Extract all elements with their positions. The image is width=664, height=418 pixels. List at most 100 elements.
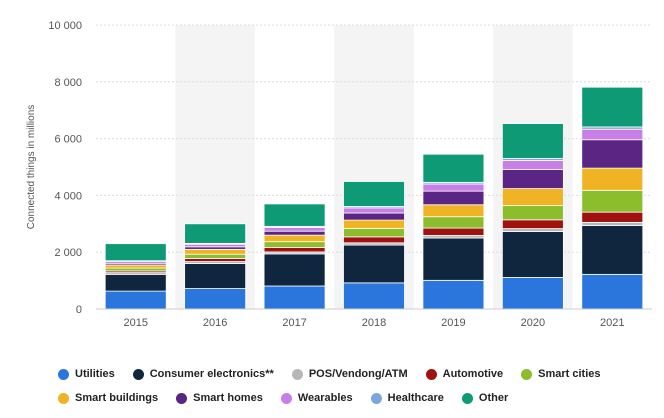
bar-segment[interactable] bbox=[184, 253, 247, 259]
y-tick-label: 0 bbox=[76, 304, 82, 316]
bar-segment[interactable] bbox=[343, 236, 405, 244]
bar-segment[interactable] bbox=[343, 181, 405, 207]
bar-segment[interactable] bbox=[184, 288, 247, 310]
bar-segment[interactable] bbox=[422, 183, 485, 192]
legend-item[interactable]: Utilities bbox=[58, 368, 115, 380]
legend-item[interactable]: Smart buildings bbox=[58, 392, 158, 404]
bar-segment[interactable] bbox=[263, 230, 326, 236]
bar-segment[interactable] bbox=[581, 189, 644, 213]
bar-segment[interactable] bbox=[422, 204, 485, 218]
legend-swatch-icon bbox=[461, 392, 473, 404]
bar-segment[interactable] bbox=[501, 228, 564, 232]
bar-segment[interactable] bbox=[104, 273, 167, 292]
bar-segment[interactable] bbox=[104, 264, 167, 269]
y-tick-label: 8 000 bbox=[54, 77, 82, 89]
legend-swatch-icon bbox=[521, 368, 533, 380]
legend-label: Utilities bbox=[75, 368, 115, 380]
legend-row: Smart buildings Smart homes Wearables Healt… bbox=[58, 386, 648, 410]
bar-segment[interactable] bbox=[581, 225, 644, 275]
legend-item[interactable]: Smart homes bbox=[176, 392, 263, 404]
bar-segment[interactable] bbox=[263, 234, 326, 243]
legend-item[interactable]: Smart cities bbox=[521, 368, 601, 380]
x-tick-label: 2016 bbox=[203, 317, 227, 329]
bar-segment[interactable] bbox=[343, 244, 405, 284]
bar-segment[interactable] bbox=[104, 243, 167, 262]
bar-segment[interactable] bbox=[501, 231, 564, 278]
legend-item[interactable]: Consumer electronics** bbox=[132, 368, 274, 380]
bar-segment[interactable] bbox=[343, 282, 405, 310]
bar-segment[interactable] bbox=[422, 190, 485, 206]
bar-segment[interactable] bbox=[263, 246, 326, 253]
bar-segment[interactable] bbox=[263, 241, 326, 248]
bar-segment[interactable] bbox=[263, 203, 326, 227]
y-tick-label: 2 000 bbox=[54, 247, 82, 259]
bar-segment[interactable] bbox=[184, 248, 247, 255]
legend-swatch-icon bbox=[370, 392, 382, 404]
legend-label: Smart homes bbox=[193, 392, 263, 404]
x-tick-label: 2018 bbox=[362, 317, 386, 329]
legend-label: Consumer electronics** bbox=[149, 368, 274, 380]
legend-swatch-icon bbox=[132, 368, 144, 380]
bar-segment[interactable] bbox=[501, 123, 564, 159]
y-axis-title: Connected things in millions bbox=[26, 105, 37, 230]
legend-item[interactable]: Automotive bbox=[425, 368, 504, 380]
bar-segment[interactable] bbox=[184, 223, 247, 244]
legend-swatch-icon bbox=[176, 392, 188, 404]
x-tick-label: 2021 bbox=[600, 317, 624, 329]
legend-swatch-icon bbox=[291, 368, 303, 380]
legend-item[interactable]: Wearables bbox=[280, 392, 353, 404]
legend-item[interactable]: Healthcare bbox=[370, 392, 444, 404]
bar-segment[interactable] bbox=[263, 253, 326, 287]
bar-segment[interactable] bbox=[343, 212, 405, 221]
y-tick-label: 4 000 bbox=[54, 190, 82, 202]
bar-segment[interactable] bbox=[581, 86, 644, 128]
bar-segment[interactable] bbox=[422, 216, 485, 229]
x-tick-label: 2015 bbox=[123, 317, 147, 329]
bar-segment[interactable] bbox=[581, 221, 644, 226]
x-tick-label: 2020 bbox=[521, 317, 545, 329]
bars bbox=[104, 86, 644, 310]
legend-label: Healthcare bbox=[387, 392, 444, 404]
bar-segment[interactable] bbox=[501, 277, 564, 310]
bar-segment[interactable] bbox=[422, 279, 485, 310]
legend-label: Smart buildings bbox=[75, 392, 159, 404]
bar-segment[interactable] bbox=[422, 237, 485, 281]
legend-item[interactable]: Other bbox=[461, 392, 509, 404]
bar-segment[interactable] bbox=[104, 267, 167, 272]
bar-segment[interactable] bbox=[343, 219, 405, 229]
bar-segment[interactable] bbox=[501, 188, 564, 207]
bar-segment[interactable] bbox=[184, 263, 247, 289]
bar-segment[interactable] bbox=[501, 160, 564, 170]
bar-segment[interactable] bbox=[581, 211, 644, 223]
legend: Utilities Consumer electronics** POS/Vendo… bbox=[58, 362, 648, 410]
bar-segment[interactable] bbox=[581, 139, 644, 169]
x-tick-label: 2017 bbox=[282, 317, 306, 329]
legend-label: Other bbox=[478, 392, 509, 404]
bar-segment[interactable] bbox=[263, 285, 326, 310]
bar-segment[interactable] bbox=[422, 153, 485, 183]
bar-segment[interactable] bbox=[581, 128, 644, 141]
bar-segment[interactable] bbox=[263, 227, 326, 232]
legend-label: Smart cities bbox=[538, 368, 601, 380]
bar-segment[interactable] bbox=[501, 219, 564, 230]
y-tick-label: 6 000 bbox=[54, 134, 82, 146]
x-tick-label: 2019 bbox=[441, 317, 465, 329]
bar-segment[interactable] bbox=[104, 290, 167, 310]
legend-row: Utilities Consumer electronics** POS/Vendo… bbox=[58, 362, 648, 386]
legend-swatch-icon bbox=[58, 368, 69, 380]
legend-label: Wearables bbox=[297, 392, 353, 404]
bar-segment[interactable] bbox=[501, 205, 564, 221]
bar-segment[interactable] bbox=[581, 167, 644, 191]
legend-swatch-icon bbox=[280, 392, 292, 404]
bar-segment[interactable] bbox=[581, 273, 644, 310]
axes: 0 2 000 4 000 6 000 8 000 10 000 2015 2016 2017 2… bbox=[48, 20, 652, 329]
bar-segment[interactable] bbox=[343, 207, 405, 214]
bar-segment[interactable] bbox=[422, 227, 485, 236]
legend-item[interactable]: POS/Vendong/ATM bbox=[291, 368, 408, 380]
legend-label: Automotive bbox=[442, 368, 504, 380]
bar-segment[interactable] bbox=[501, 169, 564, 189]
bar-segment[interactable] bbox=[343, 227, 405, 238]
bar-segment[interactable] bbox=[184, 258, 247, 262]
